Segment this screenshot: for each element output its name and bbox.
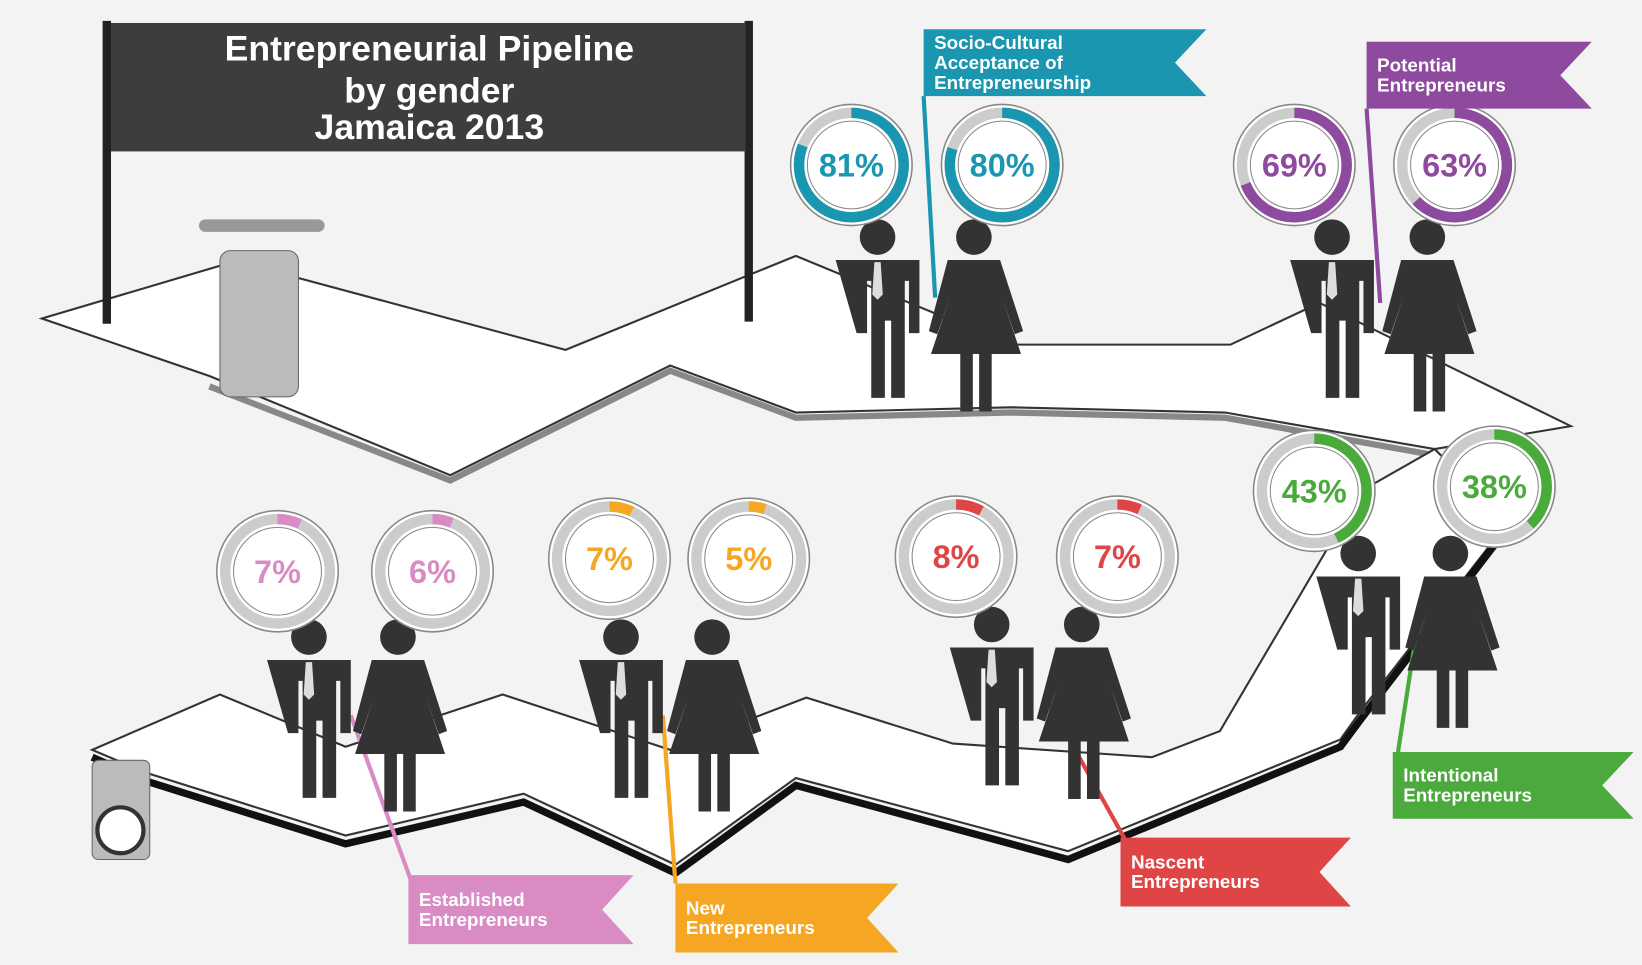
value-label: 7% <box>586 541 633 577</box>
ring-value <box>944 107 1060 223</box>
stage-label: Entrepreneurs <box>419 909 548 930</box>
sign <box>111 22 746 152</box>
stage-label: Potential <box>1377 55 1457 76</box>
ring-value <box>1436 429 1552 545</box>
valve-handle <box>198 219 325 232</box>
flag <box>408 875 634 945</box>
stage-label: Entrepreneurs <box>1377 74 1506 95</box>
woman-body <box>1382 260 1477 412</box>
man-tie <box>303 662 315 700</box>
ring-inner <box>233 526 323 616</box>
woman-body <box>667 660 762 812</box>
value-label: 6% <box>409 554 456 590</box>
ring-inner <box>806 120 896 210</box>
woman-head <box>694 619 730 655</box>
man-body <box>1316 576 1401 715</box>
woman-head <box>956 219 992 255</box>
ring-value <box>551 501 668 617</box>
stage-label: Nascent <box>1131 851 1205 872</box>
woman-body <box>1036 647 1131 799</box>
pipeline-edge <box>90 525 1511 878</box>
woman-head <box>1063 606 1100 643</box>
ring-inner <box>1249 120 1339 210</box>
stage-label: Socio-Cultural <box>934 32 1063 53</box>
man-body <box>579 660 663 798</box>
pipeline-lower <box>89 447 1510 866</box>
value-label: 5% <box>725 541 772 577</box>
flag <box>675 883 899 953</box>
man-head <box>1314 219 1350 255</box>
man-tie <box>615 662 627 700</box>
gauge <box>95 805 146 856</box>
ring-value <box>793 107 909 223</box>
value-label: 7% <box>1094 539 1141 575</box>
ring-value <box>374 513 491 629</box>
value-label: 8% <box>933 539 980 575</box>
value-label: 38% <box>1462 469 1527 505</box>
pipeline-edge <box>208 367 1430 484</box>
woman-body <box>928 260 1024 412</box>
man-head <box>859 219 896 255</box>
stage-label: Entrepreneurs <box>686 917 815 938</box>
ring-inner <box>564 514 654 604</box>
flag <box>1120 837 1351 907</box>
man-body <box>949 647 1034 786</box>
ring-value <box>691 501 807 617</box>
leader-line <box>660 715 678 884</box>
man-tie <box>1326 262 1338 300</box>
stage-label: Established <box>419 889 525 910</box>
value-label: 69% <box>1262 148 1327 184</box>
man-body <box>267 660 351 798</box>
leader-line <box>1364 108 1383 304</box>
ring-value <box>1059 499 1175 615</box>
value-label: 7% <box>254 554 301 590</box>
ring-value <box>1236 107 1352 223</box>
ring-inner <box>1269 446 1359 536</box>
man-head <box>1340 535 1377 572</box>
man-body <box>835 260 920 398</box>
ring-inner <box>1072 512 1162 602</box>
ring-value <box>1256 433 1372 549</box>
ring-value <box>1396 107 1513 223</box>
woman-head <box>380 619 416 655</box>
man-tie <box>1352 578 1364 617</box>
ring-inner <box>1410 120 1500 210</box>
ring-value <box>219 513 336 629</box>
woman-body <box>1405 576 1500 728</box>
value-label: 43% <box>1282 473 1347 509</box>
stage-label: Intentional <box>1403 765 1498 786</box>
woman-head <box>1409 219 1446 255</box>
woman-body <box>352 660 448 812</box>
flag <box>1392 751 1634 819</box>
leader-line <box>921 95 938 298</box>
ring-inner <box>957 120 1047 210</box>
ring-inner <box>1449 442 1539 532</box>
man-head <box>973 606 1010 643</box>
woman-head <box>1432 535 1469 572</box>
ring-inner <box>911 512 1001 602</box>
man-tie <box>986 649 997 688</box>
ring-inner <box>387 526 477 616</box>
valve <box>219 250 299 398</box>
stage-label: Entrepreneurship <box>934 72 1091 93</box>
man-body <box>1290 260 1374 398</box>
title-line: by gender <box>344 70 514 110</box>
stage-label: Entrepreneurs <box>1403 785 1532 806</box>
man-head <box>603 619 639 655</box>
flag <box>923 29 1207 97</box>
flag <box>1366 41 1592 109</box>
value-label: 81% <box>819 148 884 184</box>
stage-label: Acceptance of <box>934 52 1064 73</box>
value-label: 80% <box>970 148 1035 184</box>
man-tie <box>872 262 883 300</box>
stage-label: New <box>686 897 725 918</box>
title-line: Entrepreneurial Pipeline <box>225 29 634 69</box>
ring-inner <box>704 514 794 604</box>
title-line: Jamaica 2013 <box>315 107 545 147</box>
value-label: 63% <box>1422 148 1487 184</box>
stage-label: Entrepreneurs <box>1131 871 1260 892</box>
ring-value <box>898 499 1014 615</box>
